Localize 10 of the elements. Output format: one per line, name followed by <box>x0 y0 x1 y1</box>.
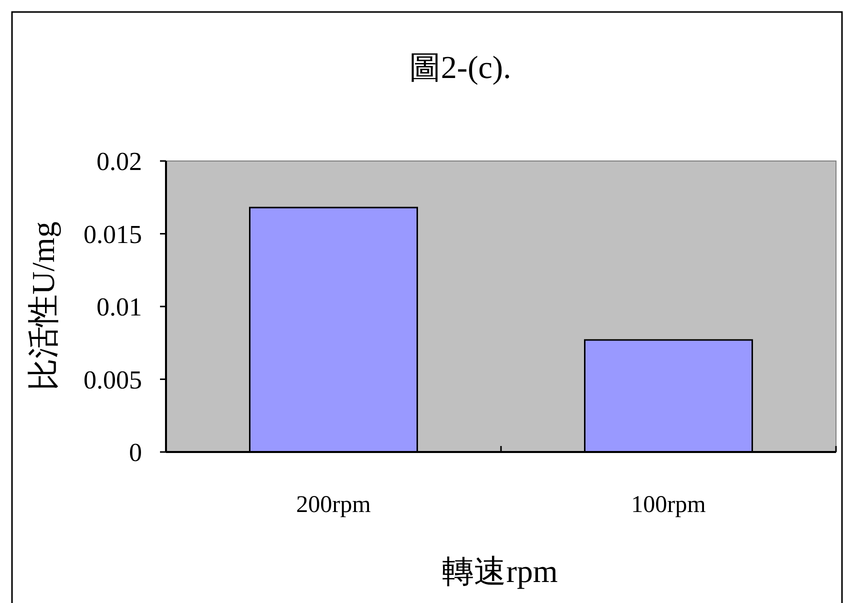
x-axis-title: 轉速rpm <box>442 553 558 589</box>
y-tick-label: 0.01 <box>96 292 142 322</box>
x-tick-label: 100rpm <box>631 492 706 518</box>
x-tick-label: 200rpm <box>296 492 372 518</box>
y-tick-label: 0 <box>129 438 142 467</box>
y-tick-label: 0.005 <box>84 365 142 394</box>
y-axis-title: 比活性U/mg <box>25 222 61 390</box>
chart-title: 圖2-(c). <box>408 49 512 85</box>
y-tick-label: 0.015 <box>84 220 142 249</box>
y-tick-label: 0.02 <box>96 147 142 176</box>
